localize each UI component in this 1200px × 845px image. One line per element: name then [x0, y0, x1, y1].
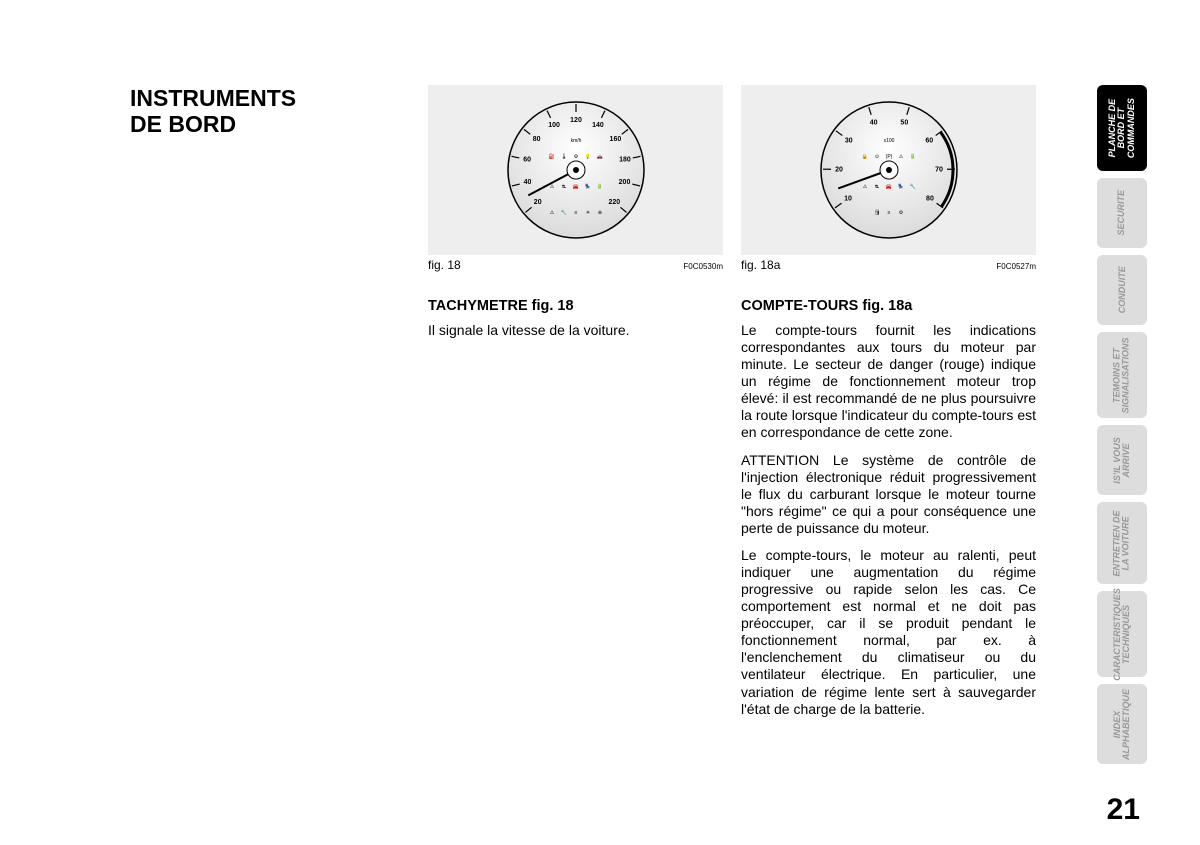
svg-text:🚘: 🚘: [572, 184, 579, 190]
svg-text:⚠: ⚠: [549, 210, 554, 216]
svg-text:km/h: km/h: [570, 138, 581, 144]
svg-text:⚙: ⚙: [573, 154, 578, 160]
svg-text:60: 60: [925, 137, 933, 144]
title-line-2: DE BORD: [130, 111, 236, 137]
svg-text:⛽: ⛽: [548, 153, 554, 160]
svg-text:⚠: ⚠: [549, 184, 554, 190]
tab-label: SECURITE: [1117, 190, 1126, 236]
tab-label: CARACTERISTIQUESTECHNIQUES: [1113, 588, 1132, 681]
svg-text:🔋: 🔋: [909, 153, 915, 160]
compte-tours-para-1: Le compte-tours fournit les indications …: [741, 322, 1036, 442]
svg-text:160: 160: [609, 136, 621, 143]
svg-text:☀: ☀: [585, 210, 590, 216]
svg-text:40: 40: [869, 119, 877, 126]
section-tabs: PLANCHE DEBORD ETCOMMANDES SECURITE CONDUI…: [1097, 85, 1147, 764]
svg-text:🚘: 🚘: [885, 184, 892, 190]
svg-text:40: 40: [523, 179, 531, 186]
svg-text:70: 70: [935, 166, 943, 173]
content-columns: INSTRUMENTS DE BORD 20 40 60 80 100 120 140 160…: [130, 85, 1140, 718]
section-tab[interactable]: PLANCHE DEBORD ETCOMMANDES: [1097, 85, 1147, 171]
svg-text:(P): (P): [885, 154, 892, 160]
svg-text:30: 30: [844, 137, 852, 144]
tab-label: INDEXALPHABETIQUE: [1113, 688, 1132, 759]
tachometer-gauge: 10 20 30 40 50 60 70 80 x100 🔒 ⊙ (P) ⚠ 🔋 ⚠ ⛐ 🚘 💺 🔧 🛢 ≡ ⚙: [804, 90, 974, 250]
figure-18a-caption: fig. 18a: [741, 258, 780, 272]
right-column: 10 20 30 40 50 60 70 80 x100 🔒 ⊙ (P) ⚠ 🔋 ⚠ ⛐ 🚘 💺 🔧 🛢 ≡ ⚙ fig.…: [741, 85, 1036, 718]
section-tab[interactable]: CARACTERISTIQUESTECHNIQUES: [1097, 591, 1147, 677]
figure-18a-code: F0C0527m: [996, 262, 1036, 271]
svg-text:⚠: ⚠: [898, 154, 903, 160]
section-tab[interactable]: ENTRETIEN DELA VOITURE: [1097, 502, 1147, 584]
svg-text:80: 80: [926, 196, 934, 203]
section-tab[interactable]: SECURITE: [1097, 178, 1147, 248]
svg-text:⚠: ⚠: [862, 184, 867, 190]
svg-text:⊕: ⊕: [597, 210, 601, 216]
svg-text:🛢: 🛢: [873, 209, 879, 216]
svg-text:≡: ≡: [887, 210, 890, 216]
svg-text:10: 10: [844, 196, 852, 203]
svg-text:⛐: ⛐: [561, 184, 566, 190]
svg-text:⚙: ⚙: [898, 210, 903, 216]
manual-page: INSTRUMENTS DE BORD 20 40 60 80 100 120 140 160…: [0, 0, 1200, 845]
svg-text:💺: 💺: [897, 183, 903, 190]
svg-text:🔋: 🔋: [596, 183, 602, 190]
tachymetre-para: Il signale la vitesse de la voiture.: [428, 322, 723, 339]
svg-text:🌡: 🌡: [560, 153, 566, 160]
tab-label: PLANCHE DEBORD ETCOMMANDES: [1108, 98, 1136, 158]
tab-label: CONDUITE: [1117, 267, 1126, 314]
title-column: INSTRUMENTS DE BORD: [130, 85, 410, 718]
title-line-1: INSTRUMENTS: [130, 85, 296, 111]
figure-18-box: 20 40 60 80 100 120 140 160 180 200 220 km/h ⛽ 🌡 ⚙ 💡 🚗 ⚠ ⛐…: [428, 85, 723, 255]
tab-label: ENTRETIEN DELA VOITURE: [1113, 510, 1132, 576]
section-tab[interactable]: CONDUITE: [1097, 255, 1147, 325]
svg-text:x100: x100: [883, 138, 894, 144]
svg-text:💺: 💺: [584, 183, 590, 190]
svg-text:100: 100: [548, 122, 560, 129]
svg-text:🚗: 🚗: [596, 154, 602, 160]
tab-label: IS'IL VOUSARRIVE: [1113, 437, 1132, 484]
page-number: 21: [1107, 793, 1140, 827]
svg-text:⊙: ⊙: [874, 154, 878, 160]
section-tab[interactable]: TEMOINS ETSIGNALISATIONS: [1097, 332, 1147, 418]
figure-18a-box: 10 20 30 40 50 60 70 80 x100 🔒 ⊙ (P) ⚠ 🔋 ⚠ ⛐ 🚘 💺 🔧 🛢 ≡ ⚙: [741, 85, 1036, 255]
svg-text:200: 200: [618, 179, 630, 186]
mid-column: 20 40 60 80 100 120 140 160 180 200 220 km/h ⛽ 🌡 ⚙ 💡 🚗 ⚠ ⛐…: [428, 85, 723, 718]
page-title: INSTRUMENTS DE BORD: [130, 85, 410, 138]
compte-tours-para-3: Le compte-tours, le moteur au ralenti, p…: [741, 547, 1036, 718]
svg-text:60: 60: [523, 157, 531, 164]
svg-text:💡: 💡: [584, 153, 590, 160]
compte-tours-para-2: ATTENTION Le système de contrôle de l'in…: [741, 452, 1036, 537]
svg-text:🔧: 🔧: [909, 183, 915, 190]
compte-tours-heading: COMPTE-TOURS fig. 18a: [741, 298, 1036, 314]
svg-text:🔒: 🔒: [861, 153, 867, 160]
figure-18-caption: fig. 18: [428, 258, 461, 272]
svg-text:20: 20: [533, 199, 541, 206]
section-tab[interactable]: INDEXALPHABETIQUE: [1097, 684, 1147, 764]
svg-text:≡: ≡: [574, 210, 577, 216]
section-tab[interactable]: IS'IL VOUSARRIVE: [1097, 425, 1147, 495]
svg-text:20: 20: [835, 166, 843, 173]
tachymetre-heading: TACHYMETRE fig. 18: [428, 298, 723, 314]
speedometer-gauge: 20 40 60 80 100 120 140 160 180 200 220 km/h ⛽ 🌡 ⚙ 💡 🚗 ⚠ ⛐…: [491, 90, 661, 250]
svg-text:140: 140: [592, 122, 604, 129]
svg-text:🔧: 🔧: [560, 209, 566, 216]
figure-18-code: F0C0530m: [683, 262, 723, 271]
figure-18a-caption-row: fig. 18a F0C0527m: [741, 258, 1036, 272]
svg-text:80: 80: [532, 136, 540, 143]
svg-text:⛐: ⛐: [874, 184, 879, 190]
svg-text:220: 220: [608, 199, 620, 206]
svg-text:50: 50: [900, 119, 908, 126]
figure-18-caption-row: fig. 18 F0C0530m: [428, 258, 723, 272]
svg-text:120: 120: [570, 117, 582, 124]
tab-label: TEMOINS ETSIGNALISATIONS: [1113, 337, 1132, 413]
svg-text:180: 180: [619, 157, 631, 164]
